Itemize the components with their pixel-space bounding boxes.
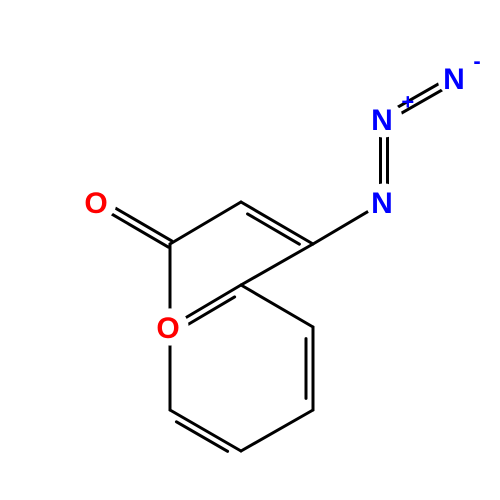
chemical-structure-diagram: OONN+N- — [0, 0, 500, 500]
bond-line — [112, 214, 168, 247]
bond-line — [170, 202, 241, 244]
n-atom-label: N — [443, 63, 465, 96]
charge-label: - — [473, 48, 480, 73]
bond-line — [170, 410, 241, 451]
charge-label: + — [401, 89, 414, 114]
bond-line — [241, 285, 313, 327]
bond-line — [241, 202, 313, 244]
bond-line — [313, 211, 369, 244]
bond-line — [241, 244, 313, 285]
o-atom-label: O — [84, 187, 107, 220]
n-atom-label: N — [371, 104, 393, 137]
bond-line — [176, 422, 227, 452]
bond-line — [184, 297, 235, 327]
bond-line — [248, 214, 300, 244]
bond-line — [115, 208, 171, 241]
bond-line — [241, 410, 313, 451]
o-atom-label: O — [156, 312, 179, 345]
n-atom-label: N — [371, 187, 393, 220]
